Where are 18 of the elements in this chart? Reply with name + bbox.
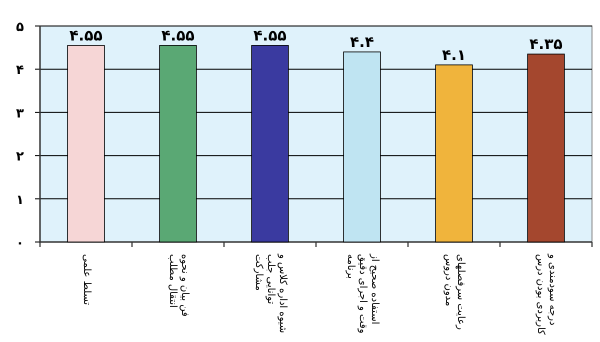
- y-tick-label: ۵: [16, 20, 24, 35]
- y-tick-label: ۴: [16, 63, 24, 78]
- y-tick-label: ۱: [16, 192, 24, 208]
- data-label: ۴.۱: [442, 46, 466, 64]
- data-label: ۴.۴: [350, 32, 374, 51]
- y-tick-label: ۰: [16, 236, 24, 251]
- x-tick-label: استفاده صحیح از وقت و اجرای دقیق برنامه: [344, 254, 380, 336]
- x-tick-label: تسلط علمی: [80, 254, 92, 308]
- data-label: ۴.۵۵: [161, 26, 195, 44]
- x-tick-label: رعایت سرفصلهای مدون دروس: [442, 254, 466, 332]
- x-tick-label: درجه سودمندی و کاربردی بودن درس: [534, 254, 558, 337]
- x-tick-label: فن بیان و نحوه انتقال مطلب: [166, 254, 190, 319]
- x-tick-label: شیوه اداره کلاس و توانایی جلب مشارکت: [252, 254, 288, 336]
- y-tick-label: ۲: [16, 150, 24, 165]
- data-label: ۴.۳۵: [529, 35, 563, 54]
- data-label: ۴.۵۵: [253, 26, 287, 44]
- data-label: ۴.۵۵: [69, 26, 103, 44]
- y-tick-label: ۳: [16, 106, 24, 122]
